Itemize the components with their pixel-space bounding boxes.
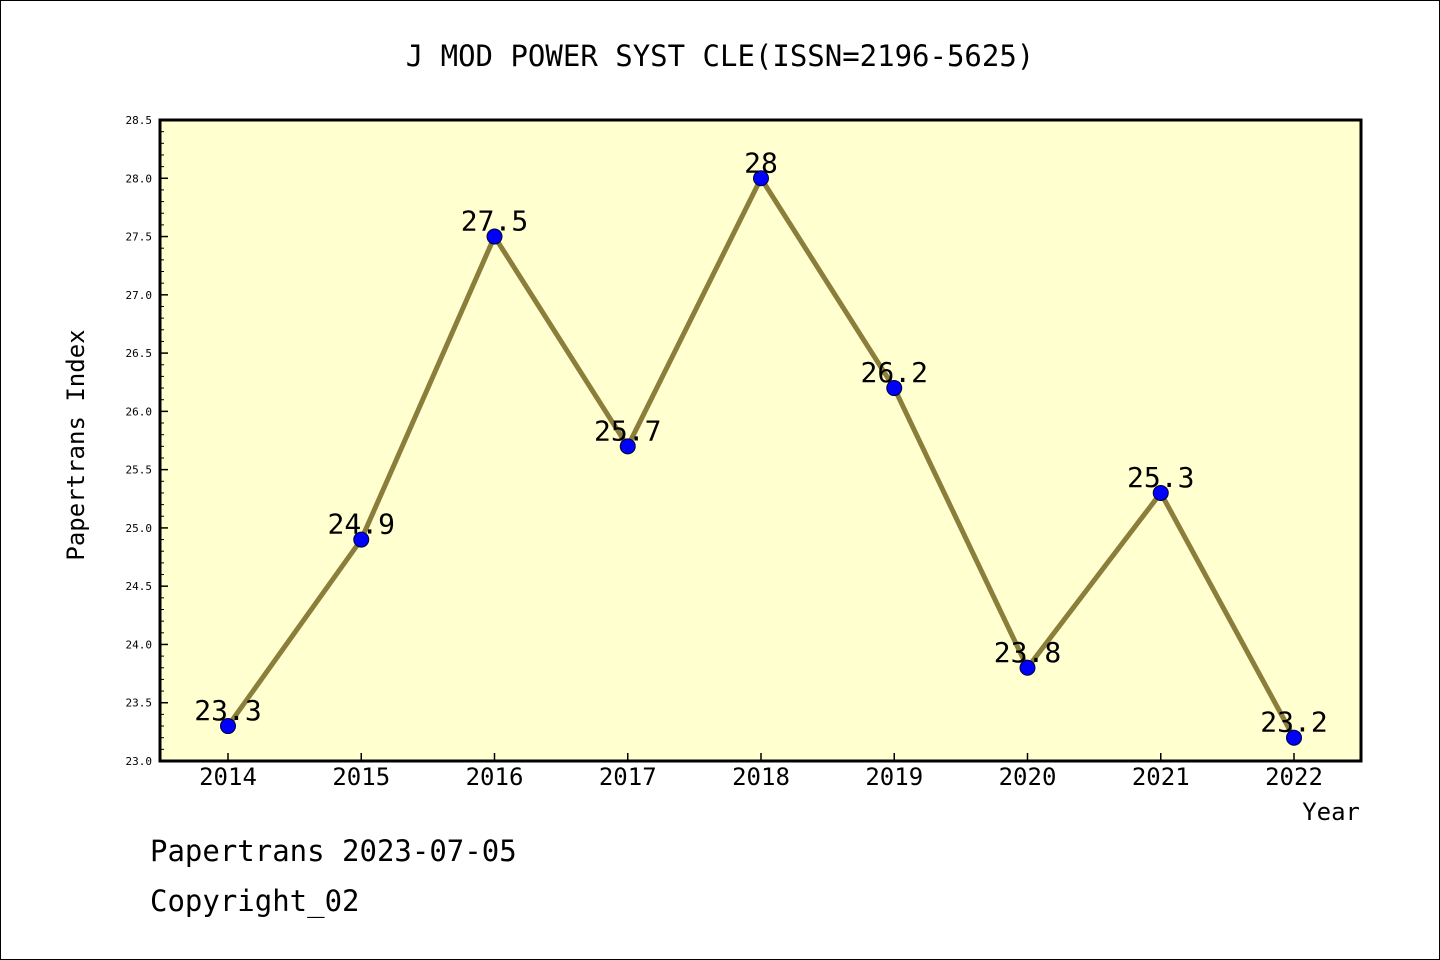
data-label: 25.3: [1127, 461, 1194, 494]
data-label: 25.7: [594, 414, 661, 447]
y-axis-ticks: 23.0 23.5 24.0 24.5 25.0 25.5 26.0 26.5 27.0 27.5…: [126, 114, 1323, 791]
data-point: [486, 228, 503, 245]
data-point: [886, 380, 903, 397]
data-points: [220, 170, 1302, 746]
y-tick-label: 28.5: [126, 114, 153, 127]
plot-area: [160, 120, 1361, 761]
data-label: 23.8: [994, 636, 1061, 669]
data-label: 28: [744, 146, 778, 179]
y-tick-label: 26.0: [126, 405, 153, 418]
x-tick-label: 2015: [332, 763, 390, 791]
data-label: 24.9: [328, 508, 395, 541]
data-label: 27.5: [461, 205, 528, 238]
y-tick-label: 26.5: [126, 347, 153, 360]
data-point: [353, 531, 370, 548]
y-tick-label: 24.0: [126, 638, 153, 651]
footer-copyright: Copyright_02: [150, 884, 360, 918]
footer-date: Papertrans 2023-07-05: [150, 834, 517, 868]
data-point: [1152, 484, 1169, 501]
plot-border: [158, 118, 1363, 763]
data-label: 23.3: [194, 694, 261, 727]
x-tick-label: 2022: [1265, 763, 1323, 791]
x-tick-label: 2020: [999, 763, 1057, 791]
y-tick-label: 24.5: [126, 580, 153, 593]
y-tick-label: 27.0: [126, 289, 153, 302]
x-tick-label: 2017: [599, 763, 657, 791]
data-point: [1286, 729, 1302, 746]
data-point: [220, 718, 236, 735]
x-tick-label: 2018: [732, 763, 790, 791]
x-tick-label: 2019: [865, 763, 923, 791]
y-tick-label: 25.5: [126, 464, 153, 477]
x-tick-label: 2014: [199, 763, 257, 791]
y-tick-label: 23.5: [126, 697, 153, 710]
data-point: [1019, 659, 1036, 676]
y-axis-label: Papertrans Index: [62, 329, 90, 560]
y-tick-label: 28.0: [126, 172, 153, 185]
data-labels: 23.3 24.9 27.5 25.7 28 26.2 23.8 25.3 23.2: [194, 146, 1327, 738]
chart-title: J MOD POWER SYST CLE(ISSN=2196-5625): [406, 39, 1035, 73]
x-tick-label: 2016: [466, 763, 524, 791]
x-axis-label: Year: [1302, 798, 1360, 826]
y-tick-label: 23.0: [126, 755, 153, 768]
data-point: [753, 170, 769, 187]
data-label: 23.2: [1260, 706, 1327, 739]
data-point: [619, 438, 636, 455]
data-label: 26.2: [861, 356, 928, 389]
y-tick-label: 25.0: [126, 522, 153, 535]
x-tick-label: 2021: [1132, 763, 1190, 791]
y-tick-label: 27.5: [126, 231, 153, 244]
